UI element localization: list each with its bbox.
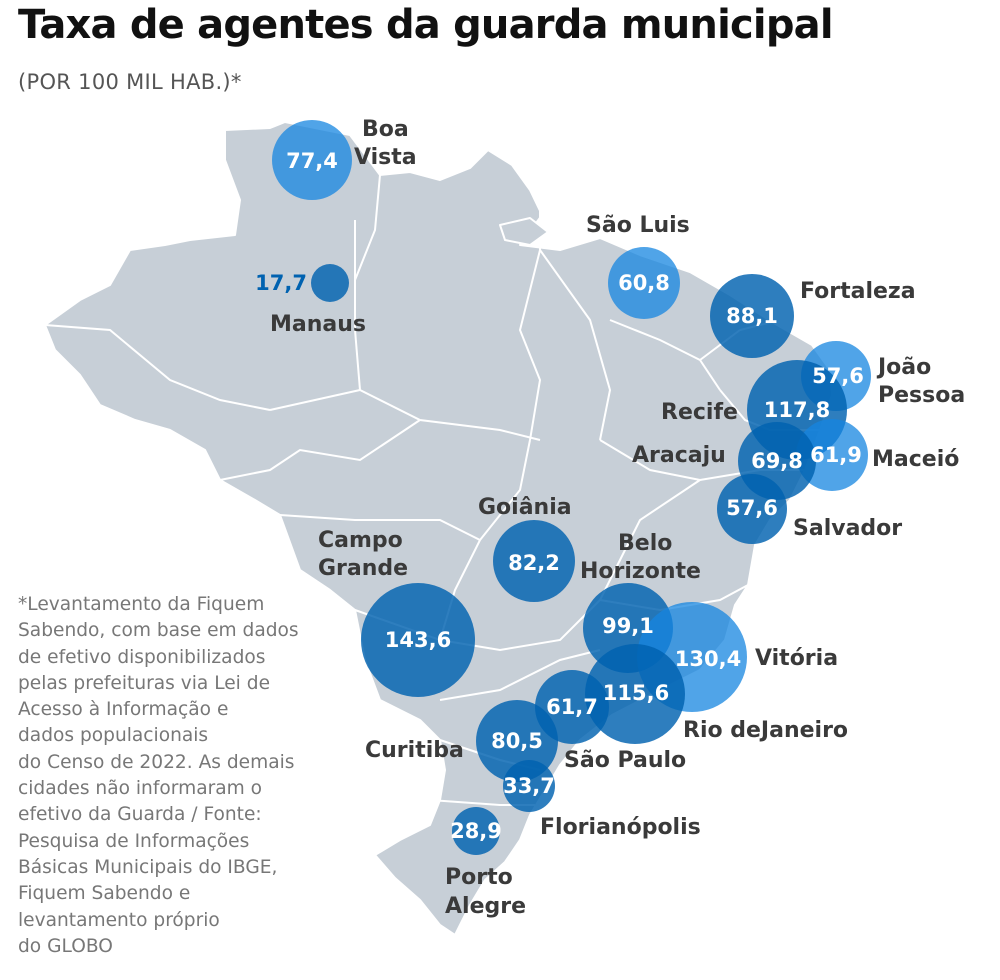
- label-salvador: Salvador: [793, 516, 902, 541]
- note-line: dados populacionais: [18, 725, 209, 747]
- value-aracaju: 69,8: [751, 449, 803, 473]
- note-line: de efetivo disponibilizados: [18, 646, 266, 668]
- label-joao-pessoa-2: Pessoa: [878, 383, 965, 408]
- label-rio-de-janeiro: Rio deJaneiro: [683, 718, 848, 743]
- bubble-manaus: [311, 264, 349, 302]
- bubble-florianopolis: [503, 760, 555, 812]
- value-campo-grande: 143,6: [385, 628, 451, 652]
- bubble-sao-luis: [608, 247, 680, 319]
- note-line: Básicas Municipais do IBGE,: [18, 856, 278, 878]
- label-florianopolis: Florianópolis: [540, 815, 701, 840]
- value-manaus: 17,7: [255, 271, 307, 295]
- value-goiania: 82,2: [508, 551, 560, 575]
- bubble-campo-grande: [361, 583, 475, 697]
- label-porto-alegre: Porto: [445, 865, 513, 890]
- note-line: efetivo da Guarda / Fonte:: [18, 804, 262, 826]
- note-line: Acesso à Informação e: [18, 699, 229, 721]
- page-title: Taxa de agentes da guarda municipal: [18, 2, 834, 48]
- marajo-island: [499, 217, 549, 246]
- value-porto-alegre: 28,9: [450, 819, 502, 843]
- note-line: do Censo de 2022. As demais: [18, 751, 295, 773]
- bubble-porto-alegre: [452, 807, 500, 855]
- note-line: cidades não informaram o: [18, 778, 263, 800]
- note-line: pelas prefeituras via Lei de: [18, 672, 271, 694]
- value-vitoria: 130,4: [675, 647, 741, 671]
- bubble-values: 77,4 17,7 60,8 88,1 57,6 117,8 61,9 69,8…: [255, 149, 864, 843]
- label-belo-horizonte-2: Horizonte: [580, 559, 701, 584]
- label-campo-grande: Campo: [318, 528, 403, 553]
- label-maceio: Maceió: [872, 447, 959, 472]
- subtitle: (POR 100 MIL HAB.)*: [18, 70, 242, 94]
- source-note: *Levantamento da Fiquem Sabendo, com bas…: [18, 592, 348, 960]
- label-curitiba: Curitiba: [365, 738, 464, 763]
- bubble-boa-vista: [272, 120, 352, 200]
- value-curitiba: 80,5: [491, 729, 543, 753]
- value-sao-luis: 60,8: [618, 271, 670, 295]
- label-recife: Recife: [661, 400, 738, 425]
- note-line: Sabendo, com base em dados: [18, 620, 299, 642]
- value-joao-pessoa: 57,6: [812, 364, 864, 388]
- note-line: Pesquisa de Informações: [18, 830, 250, 852]
- label-boa-vista: Boa: [362, 117, 409, 142]
- note-line: levantamento próprio: [18, 909, 220, 931]
- value-boa-vista: 77,4: [286, 149, 338, 173]
- label-vitoria: Vitória: [755, 646, 838, 671]
- bubble-salvador: [717, 474, 787, 544]
- label-sao-paulo: São Paulo: [564, 748, 686, 773]
- value-fortaleza: 88,1: [726, 304, 778, 328]
- label-porto-alegre-2: Alegre: [445, 894, 526, 919]
- note-line: do GLOBO: [18, 935, 113, 957]
- label-sao-luis: São Luis: [586, 213, 690, 238]
- note-line: *Levantamento da Fiquem: [18, 594, 265, 615]
- bubble-fortaleza: [710, 274, 794, 358]
- value-salvador: 57,6: [726, 496, 778, 520]
- value-belo-horizonte: 99,1: [602, 614, 654, 638]
- value-florianopolis: 33,7: [503, 774, 555, 798]
- label-boa-vista-2: Vista: [354, 145, 417, 170]
- value-maceio: 61,9: [810, 443, 862, 467]
- label-campo-grande-2: Grande: [318, 556, 408, 581]
- value-sao-paulo: 61,7: [546, 695, 598, 719]
- label-joao-pessoa: João: [876, 355, 931, 380]
- label-goiania: Goiânia: [478, 495, 572, 520]
- value-rio-de-janeiro: 115,6: [603, 681, 669, 705]
- label-manaus: Manaus: [270, 312, 366, 337]
- city-bubbles: [272, 120, 871, 855]
- label-belo-horizonte: Belo: [618, 531, 672, 556]
- bubble-goiania: [493, 520, 575, 602]
- label-fortaleza: Fortaleza: [800, 279, 916, 304]
- bubble-rio-de-janeiro: [585, 644, 685, 744]
- label-aracaju: Aracaju: [632, 443, 726, 468]
- note-line: Fiquem Sabendo e: [18, 883, 191, 905]
- value-recife: 117,8: [764, 398, 830, 422]
- city-labels: Boa Vista Manaus São Luis Fortaleza João…: [270, 117, 965, 919]
